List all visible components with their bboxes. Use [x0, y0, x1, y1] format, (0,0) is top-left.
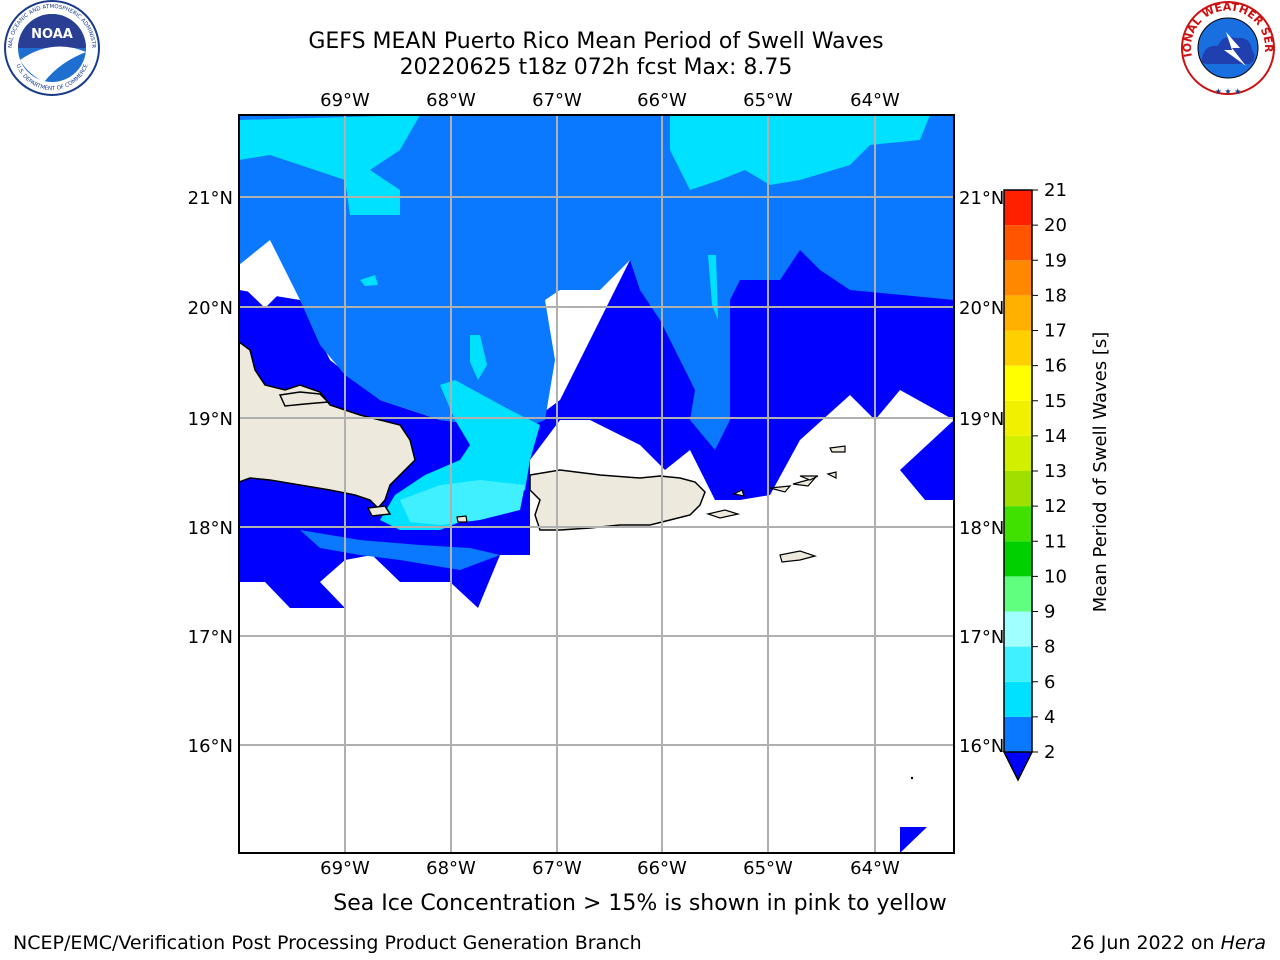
colorbar-segment [1004, 260, 1032, 296]
lon-labels-top: 69°W 68°W 67°W 66°W 65°W 64°W [320, 90, 900, 111]
colorbar-segment [1004, 541, 1032, 577]
svg-text:19°N: 19°N [188, 409, 233, 430]
svg-text:69°W: 69°W [320, 90, 370, 111]
colorbar-segment [1004, 681, 1032, 717]
colorbar-tick-label: 4 [1044, 707, 1055, 728]
lat-labels-left: 21°N 20°N 19°N 18°N 17°N 16°N [188, 188, 233, 757]
svg-text:65°W: 65°W [743, 858, 793, 879]
colorbar-tick-label: 16 [1044, 356, 1067, 377]
colorbar-segment [1004, 190, 1032, 226]
colorbar-tick-label: 18 [1044, 285, 1067, 306]
graticule [239, 115, 954, 853]
colorbar-segment [1004, 330, 1032, 366]
chart-title: GEFS MEAN Puerto Rico Mean Period of Swe… [308, 29, 884, 54]
colorbar-tick-label: 21 [1044, 180, 1067, 201]
svg-text:68°W: 68°W [426, 858, 476, 879]
svg-text:16°N: 16°N [188, 736, 233, 757]
svg-text:65°W: 65°W [743, 90, 793, 111]
national-weather-service-logo: NATIONAL WEATHER SERVICE ★ ★ ★ [0, 0, 1275, 96]
colorbar-tick-label: 20 [1044, 215, 1067, 236]
colorbar: 2 4 6 8 9 10 11 12 13 14 15 16 17 18 19 20 21 [1002, 180, 1067, 782]
svg-text:67°W: 67°W [532, 90, 582, 111]
colorbar-tick-label: 6 [1044, 672, 1055, 693]
footer-date: 26 Jun 2022 on Hera [1071, 932, 1266, 954]
footer-branch: NCEP/EMC/Verification Post Processing Pr… [13, 932, 642, 954]
footer-machine: Hera [1220, 932, 1266, 954]
colorbar-segment [1004, 225, 1032, 261]
contour-6-8s [400, 480, 525, 525]
colorbar-tick-label: 10 [1044, 566, 1067, 587]
lon-labels-bottom: 69°W 68°W 67°W 66°W 65°W 64°W [320, 858, 900, 879]
land-st-croix [779, 550, 818, 563]
colorbar-segment [1004, 611, 1032, 647]
svg-text:21°N: 21°N [188, 188, 233, 209]
colorbar-tick-label: 19 [1044, 250, 1067, 271]
noaa-logo: NOAA NATIONAL OCEANIC AND ATMOSPHERIC AD… [0, 0, 100, 96]
colorbar-segment [1004, 716, 1032, 752]
svg-text:16°N: 16°N [959, 736, 1004, 757]
colorbar-tick-label: 2 [1044, 742, 1055, 763]
map-frame [238, 114, 955, 854]
svg-text:★ ★ ★: ★ ★ ★ [1215, 87, 1242, 96]
svg-text:19°N: 19°N [959, 409, 1004, 430]
footer-date-text: 26 Jun 2022 on [1070, 932, 1221, 954]
colorbar-segment [1004, 576, 1032, 612]
svg-text:21°N: 21°N [959, 188, 1004, 209]
colorbar-segment [1004, 646, 1032, 682]
svg-text:17°N: 17°N [959, 627, 1004, 648]
colorbar-tick-label: 15 [1044, 391, 1067, 412]
chart-subtitle: 20220625 t18z 072h fcst Max: 8.75 [399, 55, 793, 80]
swell-period-contours [239, 115, 954, 853]
colorbar-segment [1004, 471, 1032, 507]
svg-text:68°W: 68°W [426, 90, 476, 111]
colorbar-tick-label: 11 [1044, 531, 1067, 552]
svg-text:66°W: 66°W [637, 858, 687, 879]
colorbar-segment [1004, 435, 1032, 471]
colorbar-tick-label: 13 [1044, 461, 1067, 482]
svg-text:66°W: 66°W [637, 90, 687, 111]
colorbar-segment [1004, 365, 1032, 401]
lat-labels-right: 21°N 20°N 19°N 18°N 17°N 16°N [959, 188, 1004, 757]
svg-text:64°W: 64°W [850, 858, 900, 879]
svg-text:18°N: 18°N [188, 518, 233, 539]
svg-text:18°N: 18°N [959, 518, 1004, 539]
colorbar-tick-label: 14 [1044, 426, 1067, 447]
sea-ice-note: Sea Ice Concentration > 15% is shown in … [333, 891, 947, 916]
svg-text:20°N: 20°N [188, 298, 233, 319]
colorbar-segment [1004, 400, 1032, 436]
contour-4-6s [239, 115, 420, 215]
colorbar-tick-label: 8 [1044, 637, 1055, 658]
colorbar-under-arrow [1002, 751, 1034, 782]
svg-text:64°W: 64°W [850, 90, 900, 111]
colorbar-tick-label: 9 [1044, 602, 1055, 623]
noaa-logo-text: NOAA [31, 27, 73, 42]
land-hispaniola [239, 341, 416, 510]
colorbar-segment [1004, 506, 1032, 542]
colorbar-segment [1004, 295, 1032, 331]
svg-text:69°W: 69°W [320, 858, 370, 879]
svg-text:67°W: 67°W [532, 858, 582, 879]
colorbar-tick-label: 17 [1044, 321, 1067, 342]
colorbar-label: Mean Period of Swell Waves [s] [1090, 332, 1111, 613]
svg-text:17°N: 17°N [188, 627, 233, 648]
svg-text:20°N: 20°N [959, 298, 1004, 319]
svg-text:NATIONAL WEATHER SERVICE: NATIONAL WEATHER SERVICE [0, 0, 1275, 58]
colorbar-tick-label: 12 [1044, 496, 1067, 517]
contour-2-4s [239, 115, 954, 450]
